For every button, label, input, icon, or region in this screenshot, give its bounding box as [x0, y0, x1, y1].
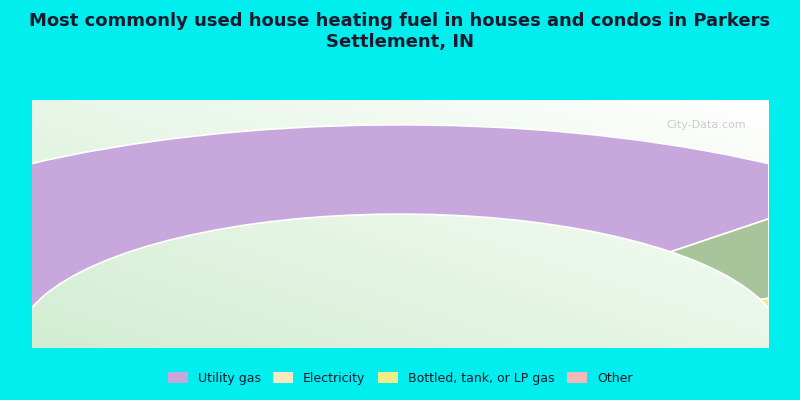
- Wedge shape: [670, 189, 800, 299]
- Wedge shape: [760, 269, 800, 333]
- Wedge shape: [0, 125, 800, 343]
- Text: City-Data.com: City-Data.com: [666, 120, 746, 130]
- Wedge shape: [782, 326, 800, 343]
- Text: Most commonly used house heating fuel in houses and condos in Parkers
Settlement: Most commonly used house heating fuel in…: [30, 12, 770, 51]
- Legend: Utility gas, Electricity, Bottled, tank, or LP gas, Other: Utility gas, Electricity, Bottled, tank,…: [162, 367, 638, 390]
